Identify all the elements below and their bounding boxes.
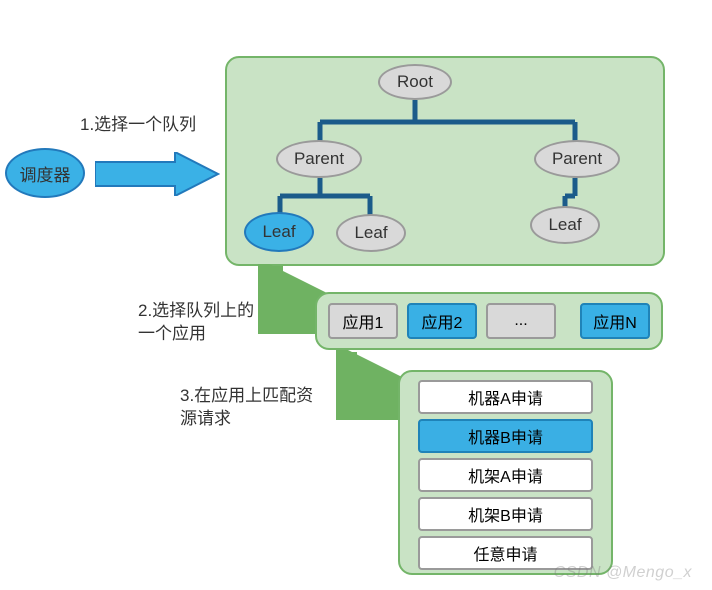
tree-leaf3-node: Leaf bbox=[530, 206, 600, 244]
app-label: 应用N bbox=[593, 309, 637, 333]
step1-label: 1.选择一个队列 bbox=[80, 114, 196, 137]
request-item: 机架A申请 bbox=[418, 458, 593, 492]
app-item: 应用N bbox=[580, 303, 650, 339]
step3-label: 3.在应用上匹配资 源请求 bbox=[180, 385, 313, 431]
app-label: 应用1 bbox=[343, 309, 384, 333]
request-label: 机架B申请 bbox=[468, 502, 543, 526]
tree-leaf2-node: Leaf bbox=[336, 214, 406, 252]
request-item: 机器A申请 bbox=[418, 380, 593, 414]
request-item: 机架B申请 bbox=[418, 497, 593, 531]
tree-root-node: Root bbox=[378, 64, 452, 100]
app-label: 应用2 bbox=[422, 309, 463, 333]
parent1-label: Parent bbox=[294, 149, 344, 169]
scheduler-label: 调度器 bbox=[20, 161, 71, 186]
tree-leaf1-node: Leaf bbox=[244, 212, 314, 252]
leaf1-label: Leaf bbox=[262, 222, 295, 242]
leaf2-label: Leaf bbox=[354, 223, 387, 243]
request-item: 机器B申请 bbox=[418, 419, 593, 453]
root-label: Root bbox=[397, 72, 433, 92]
tree-parent2-node: Parent bbox=[534, 140, 620, 178]
watermark-text: CSDN @Mengo_x bbox=[554, 564, 692, 582]
select-queue-arrow bbox=[95, 152, 220, 196]
app-item: ... bbox=[486, 303, 556, 339]
request-label: 机器A申请 bbox=[468, 385, 543, 409]
request-label: 机器B申请 bbox=[468, 424, 543, 448]
parent2-label: Parent bbox=[552, 149, 602, 169]
step2-label: 2.选择队列上的 一个应用 bbox=[138, 300, 254, 346]
app-item: 应用1 bbox=[328, 303, 398, 339]
app-item: 应用2 bbox=[407, 303, 477, 339]
scheduler-node: 调度器 bbox=[5, 148, 85, 198]
request-label: 机架A申请 bbox=[468, 463, 543, 487]
app-label: ... bbox=[514, 312, 527, 330]
request-label: 任意申请 bbox=[473, 541, 537, 565]
leaf3-label: Leaf bbox=[548, 215, 581, 235]
tree-parent1-node: Parent bbox=[276, 140, 362, 178]
